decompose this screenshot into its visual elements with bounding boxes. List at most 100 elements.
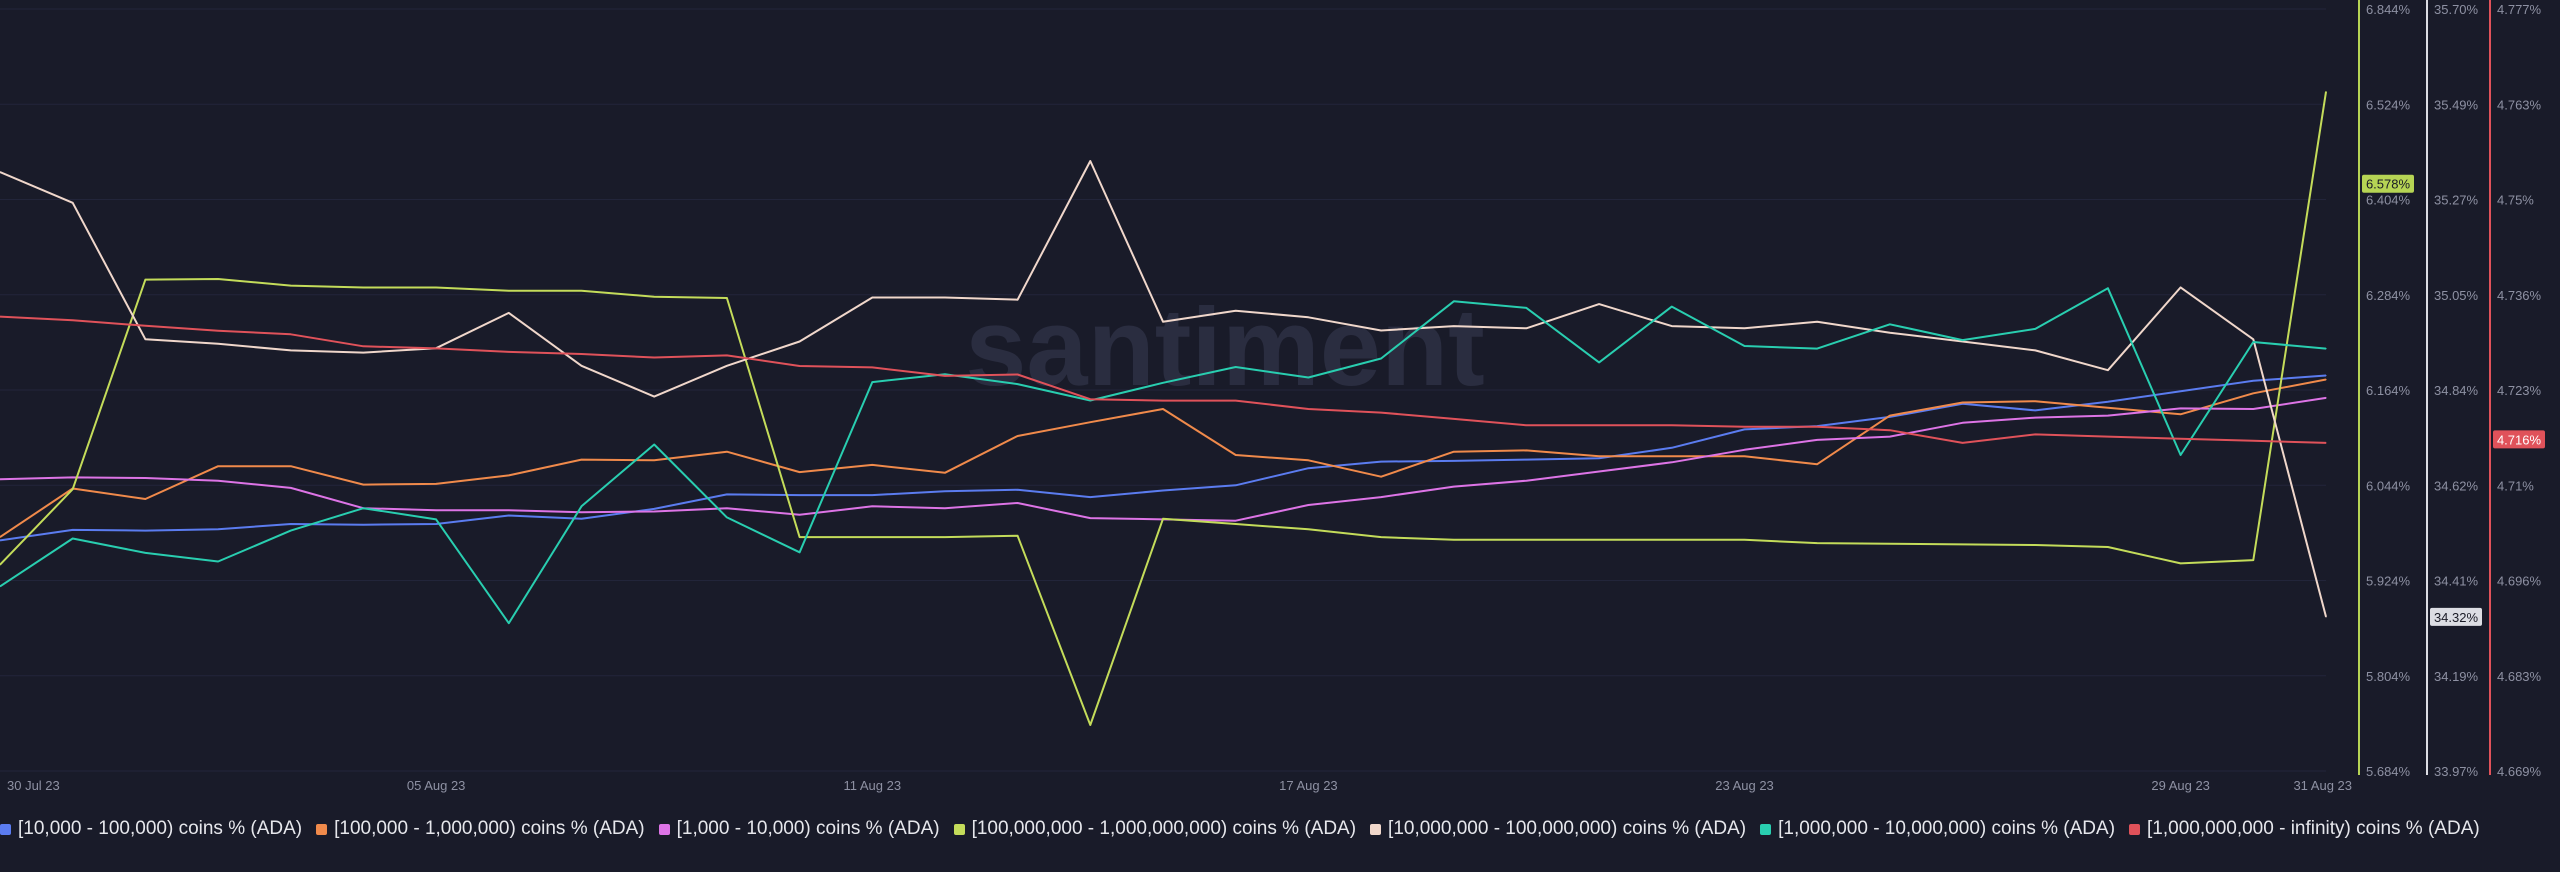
data-point bbox=[1671, 447, 1673, 449]
legend-label: [1,000,000,000 - infinity) coins % (ADA) bbox=[2147, 818, 2480, 839]
data-point bbox=[0, 316, 1, 318]
data-point bbox=[2325, 378, 2327, 381]
legend-item[interactable]: [10,000,000 - 100,000,000) coins % (ADA) bbox=[1370, 818, 1746, 840]
data-point bbox=[2034, 400, 2036, 402]
current-value-label: 6.578% bbox=[2366, 177, 2411, 192]
data-point bbox=[508, 290, 510, 292]
legend-item[interactable]: [1,000,000,000 - infinity) coins % (ADA) bbox=[2129, 818, 2480, 840]
data-point bbox=[1525, 459, 1528, 461]
data-point bbox=[2252, 440, 2254, 442]
data-point bbox=[1453, 300, 1455, 302]
legend-item[interactable]: [1,000 - 10,000) coins % (ADA) bbox=[658, 818, 940, 840]
data-point bbox=[1162, 399, 1164, 402]
data-point bbox=[653, 356, 655, 359]
data-point bbox=[1525, 480, 1528, 482]
data-point bbox=[1598, 470, 1600, 473]
data-point bbox=[2034, 416, 2036, 419]
data-point bbox=[2325, 397, 2327, 399]
y-tick-label: 4.763% bbox=[2497, 97, 2542, 112]
data-point bbox=[290, 529, 292, 532]
data-point bbox=[726, 354, 728, 357]
data-point bbox=[217, 480, 219, 482]
data-point bbox=[1598, 457, 1600, 459]
data-point bbox=[653, 510, 655, 513]
data-point bbox=[362, 286, 365, 289]
data-point bbox=[871, 464, 873, 466]
data-point bbox=[798, 494, 801, 496]
data-point bbox=[1017, 373, 1019, 376]
data-point bbox=[871, 366, 873, 369]
y-tick-label: 4.736% bbox=[2497, 288, 2542, 303]
data-point bbox=[653, 296, 655, 298]
legend-item[interactable]: [1,000,000 - 10,000,000) coins % (ADA) bbox=[1760, 818, 2115, 840]
y-tick-label: 34.19% bbox=[2434, 669, 2479, 684]
data-point bbox=[1743, 426, 1746, 428]
data-point bbox=[871, 381, 873, 383]
data-point bbox=[944, 507, 946, 509]
data-point bbox=[0, 171, 1, 173]
data-point bbox=[1380, 496, 1382, 498]
legend-item[interactable]: [100,000,000 - 1,000,000,000) coins % (A… bbox=[953, 818, 1356, 840]
data-point bbox=[1162, 408, 1164, 410]
data-point bbox=[1017, 383, 1019, 385]
y-tick-label: 4.669% bbox=[2497, 764, 2542, 779]
data-point bbox=[1816, 463, 1818, 465]
y-tick-label: 6.044% bbox=[2366, 478, 2411, 493]
legend-swatch bbox=[658, 823, 670, 835]
data-point bbox=[508, 509, 510, 511]
data-point bbox=[72, 537, 74, 540]
data-point bbox=[435, 347, 437, 349]
data-point bbox=[1235, 454, 1237, 456]
data-point bbox=[144, 477, 146, 479]
data-point bbox=[290, 523, 292, 525]
data-point bbox=[1235, 484, 1237, 486]
data-point bbox=[1017, 489, 1019, 491]
data-point bbox=[290, 349, 292, 351]
data-point bbox=[798, 514, 801, 516]
data-point bbox=[362, 483, 365, 486]
data-point bbox=[1089, 517, 1091, 519]
data-point bbox=[1598, 424, 1600, 426]
data-point bbox=[726, 507, 728, 509]
data-point bbox=[2107, 415, 2109, 417]
data-point bbox=[1598, 455, 1600, 457]
data-point bbox=[0, 539, 1, 542]
data-point bbox=[217, 278, 219, 280]
legend-swatch bbox=[1760, 823, 1772, 835]
data-point bbox=[2034, 349, 2036, 351]
data-point bbox=[217, 465, 219, 467]
y-tick-label: 6.284% bbox=[2366, 288, 2411, 303]
data-point bbox=[0, 585, 1, 588]
data-point bbox=[435, 523, 437, 525]
x-tick-label: 30 Jul 23 bbox=[7, 778, 60, 793]
y-tick-label: 6.404% bbox=[2366, 193, 2411, 208]
data-point bbox=[2180, 438, 2182, 440]
data-point bbox=[2107, 287, 2109, 289]
data-point bbox=[944, 373, 946, 375]
legend-label: [10,000,000 - 100,000,000) coins % (ADA) bbox=[1388, 818, 1747, 839]
legend-item[interactable]: [100,000 - 1,000,000) coins % (ADA) bbox=[316, 818, 645, 840]
data-point bbox=[1307, 504, 1309, 506]
data-point bbox=[217, 330, 219, 332]
watermark-text: santiment bbox=[965, 286, 1485, 409]
data-point bbox=[2325, 348, 2327, 350]
data-point bbox=[944, 490, 946, 492]
y-tick-label: 5.804% bbox=[2366, 669, 2411, 684]
data-point bbox=[2107, 407, 2109, 409]
legend-item[interactable]: [10,000 - 100,000) coins % (ADA) bbox=[0, 818, 302, 840]
data-point bbox=[2252, 408, 2254, 410]
data-point bbox=[1307, 467, 1309, 469]
data-point bbox=[2325, 91, 2327, 93]
data-point bbox=[435, 518, 437, 521]
data-point bbox=[1671, 455, 1673, 457]
data-point bbox=[1017, 502, 1019, 504]
data-point bbox=[1307, 459, 1309, 461]
data-point bbox=[1017, 435, 1019, 437]
data-point bbox=[1453, 418, 1455, 420]
y-tick-label: 4.683% bbox=[2497, 669, 2542, 684]
data-point bbox=[2180, 562, 2182, 565]
y-tick-label: 35.49% bbox=[2434, 97, 2479, 112]
data-point bbox=[217, 343, 219, 345]
y-tick-label: 34.62% bbox=[2434, 478, 2479, 493]
data-point bbox=[1307, 528, 1309, 530]
